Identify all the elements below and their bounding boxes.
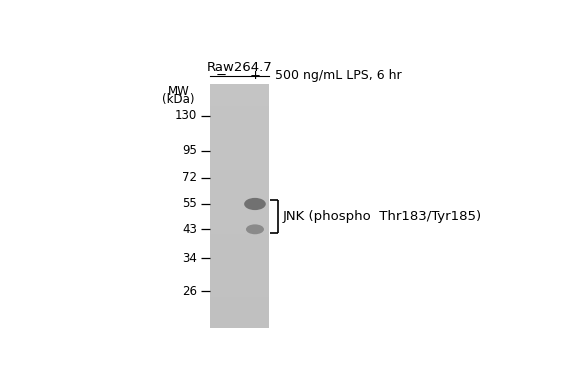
Text: 55: 55 bbox=[182, 197, 197, 211]
Ellipse shape bbox=[244, 198, 266, 210]
Text: (kDa): (kDa) bbox=[162, 93, 195, 106]
Text: 130: 130 bbox=[175, 109, 197, 122]
Text: Raw264.7: Raw264.7 bbox=[207, 61, 272, 74]
Text: MW: MW bbox=[168, 85, 190, 98]
Text: −: − bbox=[215, 69, 226, 82]
Text: 500 ng/mL LPS, 6 hr: 500 ng/mL LPS, 6 hr bbox=[275, 69, 402, 82]
Text: +: + bbox=[250, 69, 261, 82]
Text: 72: 72 bbox=[182, 171, 197, 184]
Ellipse shape bbox=[246, 225, 264, 234]
Text: 26: 26 bbox=[182, 285, 197, 298]
Text: 95: 95 bbox=[182, 144, 197, 157]
Text: 34: 34 bbox=[182, 252, 197, 265]
Text: 43: 43 bbox=[182, 223, 197, 236]
Text: JNK (phospho  Thr183/Tyr185): JNK (phospho Thr183/Tyr185) bbox=[282, 210, 482, 223]
